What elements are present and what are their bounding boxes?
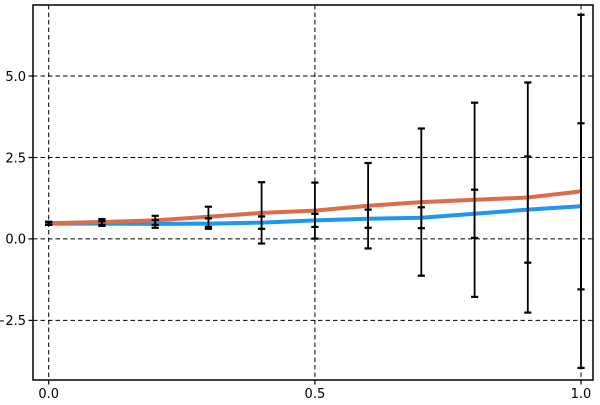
x-axis-tick-label: 0.5 [305,387,326,400]
error-bar-orange [258,181,266,245]
x-axis-tick-label: 1.0 [571,387,592,400]
error-bar-orange [417,127,425,277]
error-bar-orange [204,205,212,228]
error-bar-orange [45,220,53,226]
y-axis-tick-label: 0.0 [5,233,26,248]
error-bar-orange [311,181,319,240]
error-bar-orange [364,161,372,250]
y-axis-tick-label: 5.0 [5,70,26,85]
plot-border [32,4,594,381]
y-axis-tick-label: −2.5 [0,314,26,329]
y-axis-tick-label: 2.5 [5,151,26,166]
error-bar-orange [471,101,479,298]
error-bar-orange [524,81,532,314]
x-axis-tick-label: 0.0 [38,387,59,400]
error-bar-orange [98,218,106,226]
error-bar-orange [577,13,585,369]
error-bar-orange [151,214,159,226]
